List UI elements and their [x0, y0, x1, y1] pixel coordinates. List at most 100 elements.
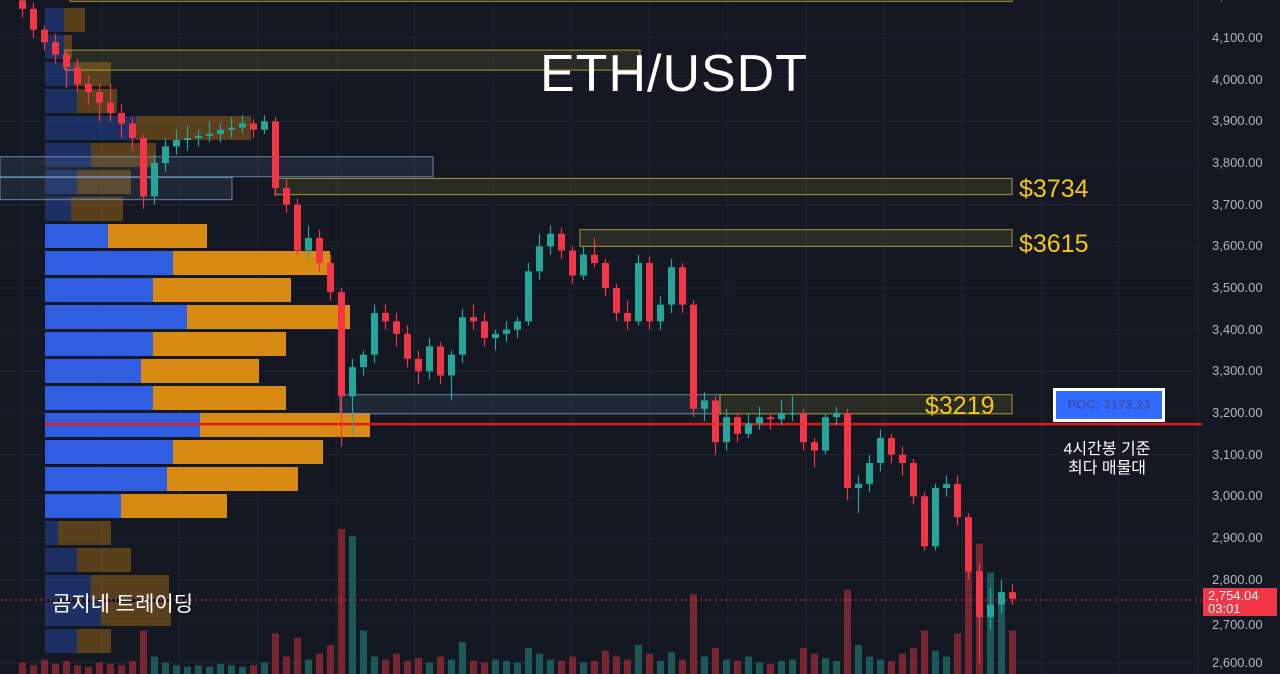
volume-bar — [74, 665, 81, 674]
profile-sell-bar — [153, 386, 286, 410]
candle-body — [250, 123, 257, 130]
candle-body — [998, 592, 1005, 605]
volume-bar — [360, 630, 367, 674]
zone-label-3615: $3615 — [1019, 230, 1089, 258]
volume-bar — [679, 659, 686, 674]
volume-bar — [96, 662, 103, 674]
profile-buy-bar — [45, 170, 77, 194]
candle-body — [85, 83, 92, 93]
candle-body — [899, 454, 906, 463]
volume-bar — [624, 659, 631, 674]
price-zone — [339, 394, 721, 415]
candle-body — [52, 42, 59, 55]
candle-body — [921, 496, 928, 547]
profile-buy-bar — [45, 305, 187, 329]
volume-bar — [602, 650, 609, 674]
volume-bar — [173, 665, 180, 674]
candle-body — [888, 438, 895, 455]
volume-bar — [195, 665, 202, 674]
volume-bar — [85, 666, 92, 674]
poc-annotation: 4시간봉 기준 최다 매물대 — [1063, 441, 1151, 477]
volume-bar — [492, 659, 499, 674]
y-tick-label: 2,800.00 — [1212, 571, 1263, 587]
y-tick-label: 4,100.00 — [1212, 30, 1263, 45]
candle-body — [580, 254, 587, 276]
volume-bar — [547, 659, 554, 674]
volume-bar — [382, 659, 389, 674]
profile-sell-bar — [153, 278, 291, 302]
volume-bar — [536, 653, 543, 674]
candle-body — [459, 317, 466, 355]
candle-body — [976, 571, 983, 618]
volume-bar — [998, 601, 1005, 674]
volume-bar — [140, 630, 147, 674]
volume-bar — [690, 594, 697, 674]
candle-body — [536, 246, 543, 272]
candle-body — [371, 313, 378, 355]
candle-body — [800, 413, 807, 443]
profile-sell-bar — [71, 197, 123, 221]
profile-sell-bar — [108, 224, 207, 248]
volume-bar — [503, 660, 510, 674]
y-tick-label: 3,100.00 — [1212, 446, 1263, 462]
candle-body — [206, 133, 213, 136]
candle-body — [646, 263, 653, 322]
candle-body — [910, 463, 917, 497]
candle-body — [294, 204, 301, 251]
volume-bar — [569, 656, 576, 674]
candle-body — [140, 138, 147, 197]
candle-body — [668, 267, 675, 305]
y-tick-label: 2,900.00 — [1212, 530, 1263, 545]
candle-body — [712, 400, 719, 443]
candle-body — [404, 333, 411, 359]
y-tick-label: 3,000.00 — [1212, 488, 1263, 504]
volume-bar — [393, 653, 400, 674]
volume-bar — [162, 662, 169, 674]
volume-bar — [910, 647, 917, 674]
volume-bar — [833, 660, 840, 674]
candle-body — [415, 358, 422, 372]
volume-bar — [459, 642, 466, 674]
profile-sell-bar — [91, 575, 169, 599]
price-zone — [579, 229, 1013, 247]
profile-buy-bar — [45, 89, 77, 113]
profile-sell-bar — [101, 602, 171, 626]
candle-body — [19, 0, 26, 9]
candle-body — [525, 271, 532, 322]
y-tick-label: 2,600.00 — [1212, 655, 1263, 670]
profile-buy-bar — [45, 494, 121, 518]
volume-bar — [371, 656, 378, 674]
candle-body — [261, 121, 268, 130]
profile-sell-bar — [64, 8, 85, 32]
volume-bar — [767, 663, 774, 674]
candle-body — [470, 317, 477, 322]
candle-body — [855, 483, 862, 488]
candle-body — [162, 146, 169, 163]
chart-title: ETH/USDT — [540, 45, 808, 103]
candle-body — [228, 127, 235, 130]
volume-bar — [657, 660, 664, 674]
candle-body — [734, 417, 741, 434]
candle-body — [756, 417, 763, 424]
volume-bar — [712, 647, 719, 674]
candle-body — [624, 313, 631, 322]
volume-bar — [855, 645, 862, 674]
candle-body — [239, 123, 246, 128]
volume-bar — [701, 656, 708, 674]
volume-bar — [943, 656, 950, 674]
last-price-tag: 2,754.04 03:01 — [1203, 588, 1277, 616]
candle-body — [107, 102, 114, 113]
candle-body — [217, 129, 224, 134]
profile-buy-bar — [45, 278, 153, 302]
y-tick-label: 4,000.00 — [1212, 71, 1263, 87]
candle-body — [184, 138, 191, 141]
candle-body — [844, 413, 851, 488]
candle-body — [877, 438, 884, 463]
y-tick-label: 3,600.00 — [1212, 238, 1263, 254]
candle-body — [272, 121, 279, 188]
candle-body — [591, 254, 598, 263]
candle-body — [118, 113, 125, 124]
volume-bar — [525, 647, 532, 674]
volume-bar — [811, 653, 818, 674]
